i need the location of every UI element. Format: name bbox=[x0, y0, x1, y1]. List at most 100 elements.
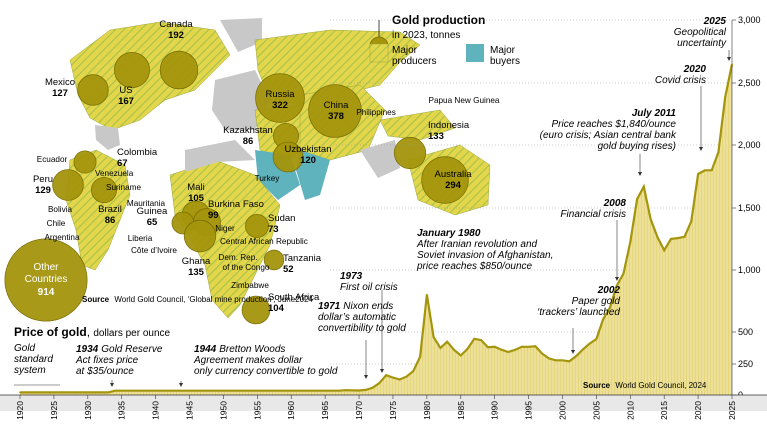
label-sudan: Sudan bbox=[268, 213, 295, 224]
annotation-1944-year: 1944 bbox=[194, 344, 217, 355]
x-tick-label-2000: 2000 bbox=[557, 401, 567, 420]
label-car: Central African Republic bbox=[220, 237, 308, 246]
annotation-2002-text1: ‘trackers’ launched bbox=[537, 307, 620, 318]
label-peru: Peru bbox=[33, 174, 53, 185]
chart-title-sep: , bbox=[87, 325, 94, 339]
label-mauritania: Mauritania bbox=[127, 199, 166, 208]
data-point-2025 bbox=[731, 63, 733, 65]
annotation-1934-text0: Gold Reserve bbox=[101, 344, 163, 355]
data-point-1983 bbox=[446, 340, 449, 343]
bubble-indonesia bbox=[393, 136, 427, 170]
bubble-mexico bbox=[77, 74, 109, 106]
chart-source: Source World Gold Council, 2024 bbox=[583, 381, 707, 390]
label-turkey: Turkey bbox=[255, 174, 281, 183]
legend-producers-swatch bbox=[369, 43, 389, 63]
data-point-1968 bbox=[344, 389, 347, 392]
data-point-1994 bbox=[520, 345, 523, 348]
bubble-ghana bbox=[183, 219, 217, 253]
data-point-2004 bbox=[588, 342, 591, 345]
value-brazil: 86 bbox=[105, 215, 116, 226]
x-axis-band bbox=[0, 395, 767, 411]
x-tick-label-2005: 2005 bbox=[591, 401, 601, 420]
chart-title-sub: dollars per ounce bbox=[93, 328, 170, 339]
legend-buyers-l1: Major bbox=[490, 45, 516, 56]
annotation-2020-arrow bbox=[699, 147, 703, 151]
map-source: Source World Gold Council, ‘Global mine … bbox=[82, 295, 314, 304]
bubble-us bbox=[114, 52, 151, 89]
value-china: 378 bbox=[328, 111, 344, 122]
label-suriname: Suriname bbox=[106, 183, 141, 192]
label-ecuador: Ecuador bbox=[37, 155, 68, 164]
bubble-china bbox=[308, 84, 362, 138]
x-tick-label-2025: 2025 bbox=[727, 401, 737, 420]
annotation-2002-line0: 2002 bbox=[597, 285, 621, 296]
data-point-1978 bbox=[412, 370, 415, 372]
bubble-tanzania bbox=[263, 249, 285, 271]
label-colombia: Colombia bbox=[117, 147, 158, 158]
y-tick-label-500: 500 bbox=[738, 327, 753, 337]
annotation-1973-arrow bbox=[380, 369, 384, 373]
x-tick-label-1995: 1995 bbox=[524, 401, 534, 420]
data-point-2008 bbox=[615, 285, 618, 287]
label-niger: Niger bbox=[215, 224, 235, 233]
data-points bbox=[19, 63, 733, 394]
data-point-1985 bbox=[459, 354, 462, 357]
data-point-1934 bbox=[114, 389, 116, 392]
x-tick-label-1930: 1930 bbox=[83, 401, 93, 420]
x-tick-label-1970: 1970 bbox=[354, 401, 364, 420]
legend-producers-l2: producers bbox=[392, 56, 436, 67]
value-mali: 105 bbox=[188, 193, 205, 204]
data-point-1944 bbox=[181, 389, 184, 392]
value-colombia: 67 bbox=[117, 158, 128, 169]
annotation-1944-text0: Bretton Woods bbox=[219, 344, 285, 355]
bubble-other-countries bbox=[4, 238, 88, 322]
data-point-1974 bbox=[385, 374, 388, 377]
value-tanzania: 52 bbox=[283, 264, 294, 275]
legend-subtitle: in 2023, tonnes bbox=[392, 30, 460, 41]
label-south-africa: South Africa bbox=[268, 292, 320, 303]
data-point-1984 bbox=[453, 349, 455, 351]
y-tick-label-1000: 1,000 bbox=[738, 265, 761, 275]
bubble-canada bbox=[159, 50, 199, 90]
annotation-1934-text2: at $35/ounce bbox=[76, 366, 134, 377]
map-source-text: World Gold Council, ‘Global mine product… bbox=[114, 295, 313, 304]
legend-buyers-l2: buyers bbox=[490, 56, 520, 67]
label-png: Papua New Guinea bbox=[428, 96, 499, 105]
annotation-1971-year: 1971 bbox=[318, 301, 341, 312]
data-point-2017 bbox=[676, 237, 679, 240]
data-point-1995 bbox=[527, 345, 530, 348]
label-china: China bbox=[324, 100, 350, 111]
annotation-2025-text1: uncertainty bbox=[677, 38, 727, 49]
label-russia: Russia bbox=[265, 89, 295, 100]
label-drc2: of the Congo bbox=[223, 263, 270, 272]
data-point-2013 bbox=[649, 218, 652, 220]
annotation-january-1980-year: January 1980 bbox=[417, 228, 481, 239]
annotation-january-1980-text2: price reaches $850/ounce bbox=[416, 261, 533, 272]
annotation-july-2011-text2: gold buying rises) bbox=[598, 141, 676, 152]
data-point-1967 bbox=[337, 389, 340, 392]
data-point-2021 bbox=[704, 169, 706, 172]
data-point-2003 bbox=[581, 348, 584, 351]
data-point-2002 bbox=[575, 355, 577, 358]
chart-source-label: Source bbox=[583, 381, 611, 390]
label-canada: Canada bbox=[159, 19, 193, 30]
x-tick-label-1935: 1935 bbox=[117, 401, 127, 420]
chart-title: Price of gold, dollars per ounce bbox=[14, 325, 171, 339]
x-tick-label-1925: 1925 bbox=[49, 401, 59, 420]
data-point-2005 bbox=[595, 338, 598, 340]
land-greenland bbox=[220, 18, 262, 52]
annotation-1944-arrow bbox=[179, 383, 183, 387]
bubble-australia bbox=[421, 156, 469, 204]
data-point-2018 bbox=[683, 235, 686, 238]
data-point-1997 bbox=[541, 352, 543, 355]
x-tick-label-1955: 1955 bbox=[252, 401, 262, 420]
annotation-2025-arrow bbox=[727, 57, 731, 61]
